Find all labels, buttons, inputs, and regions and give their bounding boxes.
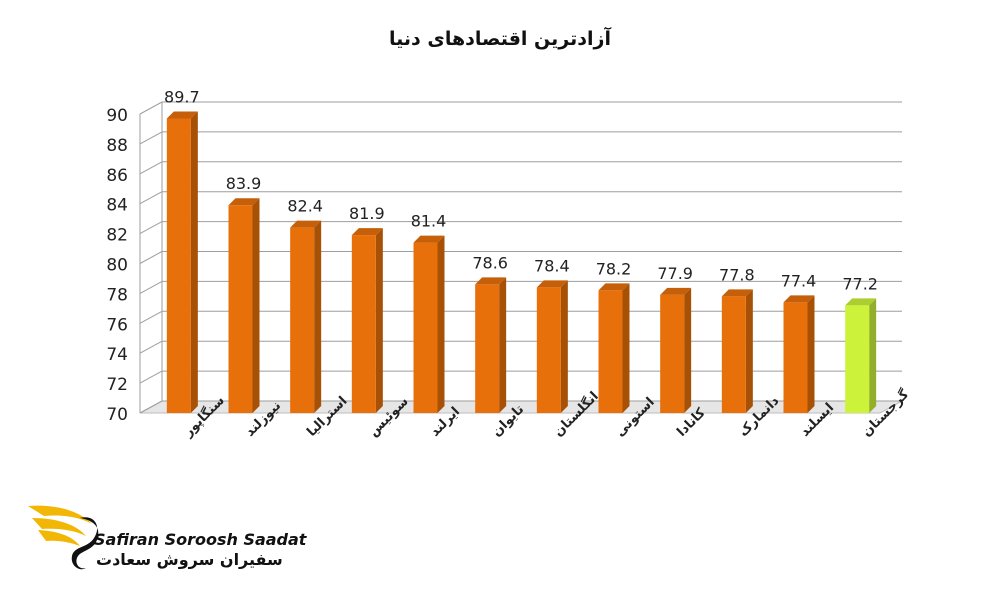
bar-side bbox=[437, 235, 445, 413]
bar-side bbox=[622, 283, 630, 413]
y-tick-label: 82 bbox=[106, 226, 128, 246]
gridline-side bbox=[139, 340, 163, 354]
data-label: 77.9 bbox=[657, 264, 693, 283]
data-label: 89.7 bbox=[164, 87, 200, 106]
bar-top bbox=[536, 280, 568, 288]
y-tick-label: 74 bbox=[106, 345, 128, 365]
bar-side bbox=[314, 220, 322, 413]
bar-side bbox=[560, 280, 568, 413]
y-tick-label: 84 bbox=[106, 196, 128, 216]
bar-front bbox=[228, 205, 253, 413]
data-label: 83.9 bbox=[226, 174, 262, 193]
y-tick-label: 88 bbox=[106, 136, 128, 156]
bar-side bbox=[375, 228, 383, 413]
bar bbox=[598, 283, 630, 413]
logo-text-fa: سفیران سروش سعادت bbox=[96, 550, 283, 569]
gridline-side bbox=[139, 161, 163, 175]
gridline-side bbox=[139, 101, 163, 115]
y-tick-label: 76 bbox=[106, 315, 128, 335]
y-tick-label: 78 bbox=[106, 285, 128, 305]
y-tick-label: 72 bbox=[106, 375, 128, 395]
gridline-side bbox=[139, 191, 163, 205]
bar-side bbox=[190, 111, 198, 414]
y-tick-label: 80 bbox=[106, 256, 128, 276]
gridline-side bbox=[139, 221, 163, 235]
gridline-side bbox=[139, 310, 163, 324]
bar-top bbox=[351, 228, 383, 236]
bar-side bbox=[745, 289, 753, 413]
bar-front bbox=[660, 294, 685, 413]
bar-top bbox=[290, 220, 322, 228]
data-label: 77.8 bbox=[719, 265, 755, 284]
bar bbox=[351, 228, 383, 413]
bar bbox=[166, 111, 198, 414]
bar-front bbox=[351, 235, 376, 413]
bar-side bbox=[807, 295, 815, 413]
bar bbox=[413, 235, 445, 413]
y-tick-label: 90 bbox=[106, 106, 128, 126]
bar-top bbox=[845, 298, 877, 306]
gridline-side bbox=[139, 251, 163, 264]
bar-side bbox=[252, 198, 260, 413]
data-label: 78.4 bbox=[534, 256, 570, 275]
bar bbox=[783, 295, 815, 413]
bar-front bbox=[475, 284, 500, 413]
bar-top bbox=[413, 235, 445, 243]
bar bbox=[721, 289, 753, 413]
data-label: 81.4 bbox=[411, 212, 447, 231]
bar-front bbox=[783, 302, 808, 413]
bar-top bbox=[660, 287, 692, 295]
bar-side bbox=[684, 287, 692, 413]
bar-top bbox=[166, 111, 198, 119]
data-label: 77.4 bbox=[781, 271, 817, 290]
bar bbox=[228, 198, 260, 413]
bar-front bbox=[721, 296, 746, 413]
bar bbox=[845, 298, 877, 413]
bar bbox=[536, 280, 568, 413]
data-label: 78.6 bbox=[472, 253, 508, 272]
data-label: 77.2 bbox=[842, 274, 878, 293]
swan-logo-icon bbox=[28, 505, 99, 570]
bar-top bbox=[783, 295, 815, 303]
bar-top bbox=[475, 277, 507, 285]
company-logo: Safiran Soroosh Saadat سفیران سروش سعادت bbox=[24, 496, 324, 586]
gridline-side bbox=[139, 370, 163, 384]
gridline-side bbox=[139, 131, 163, 145]
bar bbox=[475, 277, 507, 413]
y-tick-label: 86 bbox=[106, 166, 128, 186]
bar-top bbox=[721, 289, 753, 297]
data-label: 78.2 bbox=[596, 259, 632, 278]
bar-top bbox=[598, 283, 630, 291]
bar-front bbox=[290, 227, 315, 413]
gridline-side bbox=[139, 280, 163, 294]
bar bbox=[660, 287, 692, 413]
data-label: 82.4 bbox=[287, 197, 323, 216]
chart-title: آزادترین اقتصادهای دنیا bbox=[389, 28, 611, 50]
bar-front bbox=[598, 290, 623, 413]
bar-front bbox=[166, 118, 191, 414]
bar bbox=[290, 220, 322, 413]
y-tick-label: 70 bbox=[106, 405, 128, 425]
bar-front bbox=[413, 242, 438, 413]
data-label: 81.9 bbox=[349, 204, 385, 223]
bar-front bbox=[536, 287, 561, 413]
bar-side bbox=[499, 277, 507, 413]
gridline-side bbox=[139, 400, 163, 414]
bar-side bbox=[869, 298, 877, 413]
bar-front bbox=[845, 305, 870, 413]
bar-top bbox=[228, 198, 260, 206]
logo-text-en: Safiran Soroosh Saadat bbox=[94, 530, 307, 549]
